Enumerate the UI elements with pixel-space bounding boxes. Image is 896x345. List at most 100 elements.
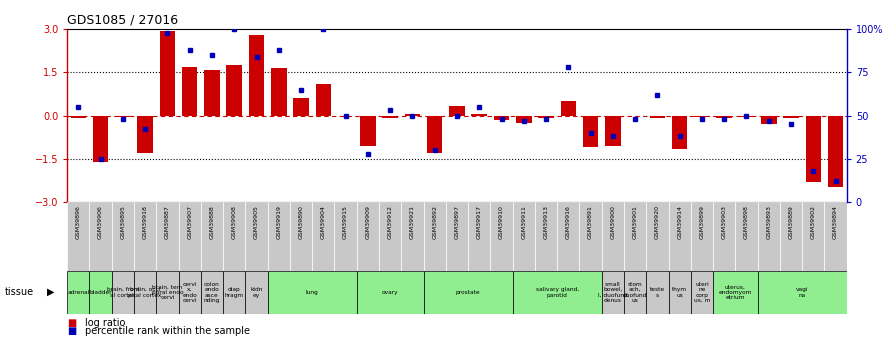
Bar: [93, 116, 108, 161]
Bar: [713, 271, 758, 314]
Bar: [315, 84, 332, 116]
Bar: [424, 271, 513, 314]
Text: GSM39898: GSM39898: [744, 205, 749, 239]
Text: GSM39900: GSM39900: [610, 205, 616, 239]
Bar: [159, 31, 176, 116]
Bar: [424, 202, 446, 271]
Text: cervi
x,
endo
cervi: cervi x, endo cervi: [182, 282, 197, 303]
Bar: [624, 202, 646, 271]
Text: GSM39901: GSM39901: [633, 205, 638, 239]
Bar: [513, 271, 602, 314]
Bar: [67, 202, 90, 271]
Text: GSM39913: GSM39913: [544, 205, 548, 239]
Bar: [312, 202, 334, 271]
Text: ovary: ovary: [382, 290, 399, 295]
Bar: [178, 271, 201, 314]
Bar: [134, 202, 156, 271]
Text: GSM39908: GSM39908: [232, 205, 237, 239]
Text: ■: ■: [67, 326, 76, 336]
Bar: [624, 271, 646, 314]
Text: GSM39896: GSM39896: [76, 205, 81, 239]
Text: brain, front
al cortex: brain, front al cortex: [107, 287, 139, 298]
Bar: [650, 116, 665, 118]
Text: GSM39893: GSM39893: [766, 205, 771, 239]
Bar: [223, 202, 246, 271]
Text: salivary gland,
parotid: salivary gland, parotid: [536, 287, 579, 298]
Text: teste
s: teste s: [650, 287, 665, 298]
Text: uteri
ne
corp
us, m: uteri ne corp us, m: [694, 282, 711, 303]
Bar: [357, 202, 379, 271]
Text: GSM39921: GSM39921: [409, 205, 415, 239]
Text: GSM39887: GSM39887: [165, 205, 170, 239]
Text: GSM39890: GSM39890: [298, 205, 304, 239]
Text: thym
us: thym us: [672, 287, 687, 298]
Text: GSM39891: GSM39891: [588, 205, 593, 239]
Bar: [672, 116, 687, 149]
Bar: [736, 202, 758, 271]
Bar: [426, 116, 443, 153]
Bar: [557, 202, 580, 271]
Bar: [204, 70, 220, 116]
Bar: [290, 202, 312, 271]
Bar: [156, 202, 178, 271]
Bar: [471, 114, 487, 116]
Bar: [268, 271, 357, 314]
Bar: [405, 114, 420, 116]
Text: GSM39899: GSM39899: [700, 205, 704, 239]
Bar: [271, 68, 287, 116]
Bar: [516, 116, 531, 123]
Bar: [738, 116, 754, 117]
Bar: [334, 202, 357, 271]
Bar: [182, 67, 197, 116]
Bar: [758, 271, 847, 314]
Bar: [112, 202, 134, 271]
Bar: [178, 202, 201, 271]
Text: GSM39918: GSM39918: [142, 205, 148, 239]
Bar: [828, 116, 843, 187]
Text: brain, occi
pital cortex: brain, occi pital cortex: [128, 287, 162, 298]
Bar: [602, 202, 624, 271]
Bar: [646, 271, 668, 314]
Bar: [691, 271, 713, 314]
Text: GSM39894: GSM39894: [833, 205, 838, 239]
Text: GDS1085 / 27016: GDS1085 / 27016: [67, 14, 178, 27]
Text: GSM39916: GSM39916: [565, 205, 571, 239]
Text: brain, tem
poral endo
cervi: brain, tem poral endo cervi: [151, 285, 184, 300]
Bar: [605, 116, 621, 146]
Bar: [758, 202, 780, 271]
Bar: [246, 271, 268, 314]
Text: GSM39920: GSM39920: [655, 205, 660, 239]
Text: GSM39897: GSM39897: [454, 205, 460, 239]
Text: diap
hragm: diap hragm: [225, 287, 244, 298]
Bar: [582, 116, 599, 147]
Text: lung: lung: [306, 290, 319, 295]
Bar: [357, 271, 424, 314]
Text: GSM39905: GSM39905: [254, 205, 259, 239]
Bar: [227, 65, 242, 116]
Bar: [115, 116, 131, 117]
Text: bladder: bladder: [90, 290, 112, 295]
Bar: [490, 202, 513, 271]
Bar: [783, 116, 799, 118]
Bar: [156, 271, 178, 314]
Bar: [468, 202, 490, 271]
Text: GSM39892: GSM39892: [432, 205, 437, 239]
Text: stom
ach,
duofund
us: stom ach, duofund us: [623, 282, 647, 303]
Text: GSM39919: GSM39919: [276, 205, 281, 239]
Bar: [223, 271, 246, 314]
Bar: [602, 271, 624, 314]
Text: GSM39915: GSM39915: [343, 205, 349, 239]
Bar: [538, 116, 554, 118]
Text: ■: ■: [67, 318, 76, 327]
Bar: [71, 116, 86, 118]
Text: prostate: prostate: [456, 290, 480, 295]
Text: GSM39912: GSM39912: [388, 205, 392, 239]
Bar: [513, 202, 535, 271]
Bar: [713, 202, 736, 271]
Bar: [293, 98, 309, 116]
Bar: [561, 101, 576, 116]
Bar: [780, 202, 802, 271]
Text: GSM39907: GSM39907: [187, 205, 193, 239]
Text: kidn
ey: kidn ey: [250, 287, 263, 298]
Text: percentile rank within the sample: percentile rank within the sample: [85, 326, 250, 336]
